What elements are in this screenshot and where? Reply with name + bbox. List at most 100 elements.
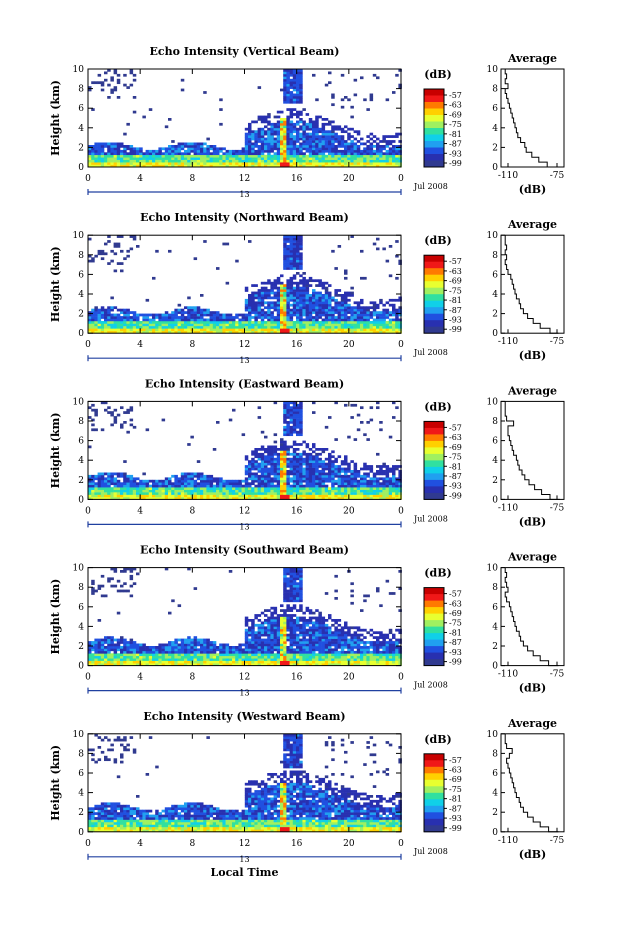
echo-cell <box>235 330 239 334</box>
echo-cell <box>344 142 348 146</box>
echo-cell <box>372 306 377 310</box>
echo-cell <box>97 157 102 160</box>
echo-cell <box>171 325 175 329</box>
echo-cell <box>171 321 175 324</box>
echo-cell <box>328 142 332 146</box>
echo-cell <box>321 313 326 317</box>
echo-cell <box>241 321 246 324</box>
echo-cell <box>267 462 271 466</box>
echo-cell <box>324 479 329 483</box>
echo-cell <box>100 313 105 317</box>
echo-cell <box>116 328 121 332</box>
echo-cell <box>219 162 223 165</box>
echo-cell <box>289 159 294 163</box>
echo-cell <box>129 660 134 664</box>
echo-cell <box>110 584 114 588</box>
echo-cell <box>161 154 166 158</box>
echo-cell <box>104 71 108 75</box>
echo-cell <box>312 311 316 314</box>
echo-cell <box>382 140 386 143</box>
echo-cell <box>148 494 153 498</box>
echo-cell <box>340 105 345 109</box>
echo-cell <box>232 323 236 327</box>
echo-cell <box>248 127 252 131</box>
echo-cell <box>289 157 294 160</box>
echo-cell <box>110 423 114 427</box>
echo-cell <box>385 328 390 332</box>
echo-cell <box>296 406 300 410</box>
echo-cell <box>289 93 294 97</box>
echo-cell <box>270 492 274 495</box>
echo-cell <box>164 159 169 163</box>
echo-cell <box>251 311 255 314</box>
echo-cell <box>123 154 127 158</box>
echo-cell <box>196 145 201 148</box>
echo-cell <box>305 462 310 466</box>
echo-cell <box>139 655 143 659</box>
echo-cell <box>376 316 380 319</box>
echo-cell <box>148 149 153 153</box>
echo-cell <box>286 154 290 158</box>
echo-cell <box>187 641 191 644</box>
colorbar-label: -69 <box>449 443 462 452</box>
echo-cell <box>356 147 361 151</box>
echo-cell <box>302 440 306 444</box>
echo-cell <box>353 157 358 160</box>
echo-field <box>88 235 402 334</box>
echo-cell <box>113 269 118 273</box>
echo-cell <box>379 140 383 143</box>
echo-cell <box>296 157 300 160</box>
echo-cell <box>382 145 386 148</box>
echo-cell <box>155 646 159 649</box>
echo-cell <box>331 120 335 124</box>
echo-cell <box>129 484 134 488</box>
echo-cell <box>196 638 201 642</box>
echo-cell <box>296 425 300 429</box>
echo-cell <box>302 325 306 329</box>
echo-cell <box>193 164 198 168</box>
echo-cell <box>180 477 185 481</box>
echo-cell <box>366 306 370 310</box>
echo-cell <box>123 660 127 664</box>
echo-cell <box>241 643 246 647</box>
echo-cell <box>296 408 300 412</box>
echo-cell <box>148 648 153 652</box>
day-label: 13 <box>239 190 249 199</box>
echo-cell <box>296 482 300 486</box>
echo-cell <box>107 162 111 165</box>
echo-cell <box>280 164 284 168</box>
echo-cell <box>299 152 303 156</box>
echo-cell <box>347 470 351 473</box>
echo-cell <box>193 648 198 652</box>
echo-cell <box>331 450 335 454</box>
echo-cell <box>331 140 335 143</box>
echo-cell <box>356 152 361 156</box>
echo-cell <box>286 301 290 305</box>
echo-cell <box>254 328 258 332</box>
echo-cell <box>190 643 194 647</box>
echo-cell <box>321 125 326 129</box>
echo-cell <box>260 147 265 151</box>
echo-cell <box>289 254 294 258</box>
echo-cell <box>398 159 402 163</box>
echo-cell <box>395 484 399 488</box>
echo-cell <box>120 145 124 148</box>
echo-cell <box>344 276 348 280</box>
echo-cell <box>184 489 188 493</box>
echo-cell <box>200 164 204 168</box>
echo-cell <box>315 135 319 138</box>
echo-cell <box>228 658 233 661</box>
echo-cell <box>280 455 284 459</box>
echo-cell <box>100 472 105 476</box>
echo-cell <box>171 145 175 148</box>
echo-cell <box>324 484 329 488</box>
echo-cell <box>280 301 284 305</box>
echo-cell <box>312 489 316 493</box>
echo-cell <box>126 162 130 165</box>
echo-cell <box>267 467 271 471</box>
echo-cell <box>321 323 326 327</box>
echo-cell <box>312 130 316 134</box>
echo-cell <box>248 308 252 312</box>
echo-cell <box>334 479 338 483</box>
echo-cell <box>248 298 252 302</box>
